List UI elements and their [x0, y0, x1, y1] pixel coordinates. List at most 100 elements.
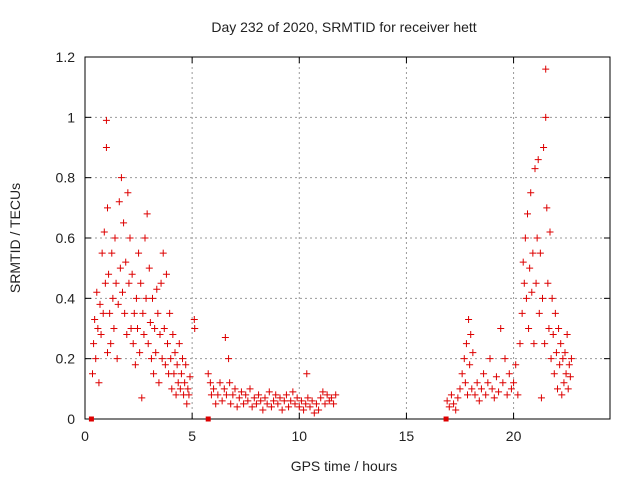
data-point	[108, 249, 116, 257]
data-point	[503, 391, 511, 399]
data-point	[558, 391, 566, 399]
y-tick-label: 0.6	[56, 230, 76, 246]
data-point	[181, 379, 189, 387]
data-point	[111, 234, 119, 242]
y-tick-label: 0.8	[56, 170, 76, 186]
data-point	[533, 234, 541, 242]
data-point	[204, 370, 212, 378]
data-point	[501, 355, 509, 363]
data-point	[154, 309, 162, 317]
data-point	[278, 406, 286, 414]
data-point	[184, 385, 192, 393]
data-point	[330, 400, 338, 408]
data-point	[550, 370, 558, 378]
data-point	[113, 355, 121, 363]
data-point	[176, 385, 184, 393]
data-point	[250, 394, 258, 402]
y-tick-label: 0	[67, 411, 75, 427]
data-point	[255, 391, 263, 399]
data-point	[190, 315, 198, 323]
data-point	[98, 249, 106, 257]
data-point	[497, 325, 505, 332]
data-point	[562, 370, 570, 378]
data-point	[561, 349, 569, 357]
data-point	[306, 403, 314, 411]
data-point	[131, 361, 139, 369]
data-point	[263, 400, 271, 408]
data-point	[161, 361, 169, 369]
data-point	[465, 315, 473, 323]
data-point	[259, 406, 267, 414]
data-point	[177, 370, 185, 378]
data-point	[540, 144, 548, 151]
data-point	[332, 391, 340, 399]
data-point	[229, 391, 237, 399]
data-point	[104, 204, 111, 212]
data-point	[167, 355, 175, 363]
data-point	[151, 325, 159, 332]
data-point	[526, 264, 534, 272]
data-point	[285, 403, 293, 411]
data-point	[450, 400, 458, 408]
data-point	[477, 385, 485, 393]
data-point	[289, 388, 297, 396]
data-point	[552, 349, 560, 357]
data-point	[172, 391, 180, 399]
data-point	[300, 406, 308, 414]
x-tick-label: 15	[399, 428, 415, 444]
data-point	[310, 409, 318, 417]
data-point	[492, 373, 500, 381]
data-point	[495, 388, 503, 396]
data-point	[116, 264, 124, 272]
data-point	[303, 370, 311, 378]
data-point	[461, 379, 469, 387]
data-point	[315, 406, 323, 414]
data-point	[97, 331, 105, 339]
data-point	[150, 370, 158, 378]
data-point	[221, 334, 229, 342]
data-point	[121, 309, 129, 317]
data-point	[124, 189, 132, 197]
data-point	[182, 361, 190, 369]
y-tick-label: 0.4	[56, 290, 76, 306]
data-point	[174, 379, 182, 387]
data-point	[270, 397, 278, 405]
data-point	[102, 116, 110, 124]
data-point	[145, 264, 153, 272]
data-point	[467, 331, 475, 339]
data-point	[173, 361, 181, 369]
data-point	[267, 403, 275, 411]
data-point	[231, 385, 239, 393]
data-point	[142, 294, 150, 302]
data-point	[132, 294, 140, 302]
y-tick-label: 1	[67, 109, 75, 125]
data-point	[531, 165, 539, 173]
data-point	[447, 391, 455, 399]
data-point	[233, 403, 241, 411]
data-point	[505, 370, 513, 378]
data-point	[169, 331, 177, 339]
data-point	[120, 219, 128, 227]
data-point	[516, 340, 524, 348]
data-point	[127, 325, 135, 332]
data-point	[530, 340, 538, 348]
data-point	[107, 340, 115, 348]
data-point	[227, 400, 235, 408]
data-point	[171, 349, 179, 357]
data-point	[218, 397, 226, 405]
data-point	[488, 385, 496, 393]
data-point	[291, 400, 299, 408]
data-point	[473, 379, 481, 387]
data-point	[304, 394, 312, 402]
data-point	[100, 228, 108, 236]
data-point	[567, 355, 575, 363]
data-point	[164, 340, 171, 348]
data-point	[564, 385, 572, 393]
data-point	[287, 397, 295, 405]
data-point	[157, 279, 165, 287]
data-point	[139, 309, 147, 317]
zero-marker	[205, 416, 211, 422]
data-point	[186, 373, 194, 381]
data-points	[88, 65, 575, 422]
data-point	[519, 258, 527, 266]
